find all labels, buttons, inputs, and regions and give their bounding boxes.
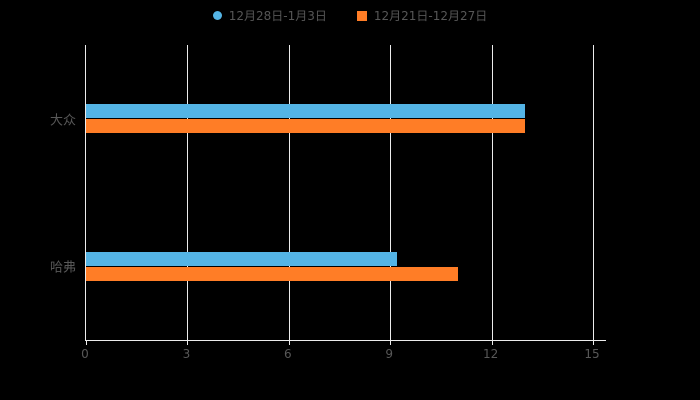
- gridline: [491, 45, 493, 340]
- axis-tick: [288, 340, 290, 345]
- bar-series2-category1: [86, 119, 526, 134]
- x-tick-label: 12: [482, 347, 499, 361]
- axis-tick: [491, 340, 493, 345]
- chart-legend: 12月28日-1月3日 12月21日-12月27日: [0, 7, 700, 24]
- category-label: 大众: [49, 113, 76, 129]
- axis-tick: [187, 340, 189, 345]
- legend-marker-square-icon: [356, 10, 367, 21]
- bar-series1-category1: [86, 104, 526, 119]
- gridline: [593, 45, 594, 340]
- legend-item-week-current[interactable]: 12月28日-1月3日: [212, 7, 327, 24]
- gridline: [390, 45, 392, 340]
- x-tick-label: 9: [385, 347, 394, 361]
- gridline: [288, 45, 290, 340]
- legend-label: 12月21日-12月27日: [373, 9, 488, 23]
- axis-tick: [86, 340, 87, 345]
- x-tick-label: 3: [182, 347, 191, 361]
- plot-area: [85, 45, 606, 345]
- x-tick-label: 6: [283, 347, 292, 361]
- legend-item-week-previous[interactable]: 12月21日-12月27日: [356, 7, 488, 24]
- x-tick-label: 15: [584, 347, 600, 361]
- legend-label: 12月28日-1月3日: [228, 9, 327, 23]
- x-tick-label: 0: [81, 347, 89, 361]
- axis-tick: [390, 340, 392, 345]
- legend-marker-circle-icon: [212, 11, 222, 20]
- axis-tick: [593, 340, 594, 345]
- bar-series2-category2: [86, 266, 458, 281]
- gridline: [187, 45, 189, 340]
- category-label: 哈弗: [49, 260, 76, 276]
- bar-series1-category2: [86, 251, 397, 266]
